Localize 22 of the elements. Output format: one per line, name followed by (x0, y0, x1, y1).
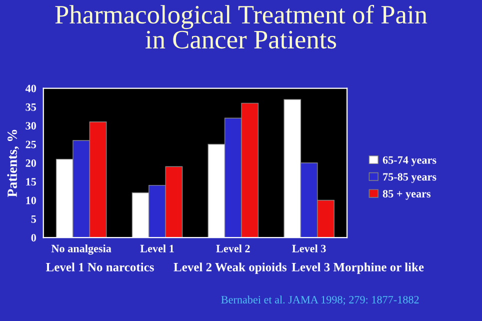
y-tick-label: 40 (25, 84, 36, 92)
text: Level 3 Morphine or like (292, 262, 424, 274)
text: Level 1 No narcotics (46, 262, 154, 272)
y-tick-label: 0 (31, 234, 36, 242)
x-tick-label: Level 2 (216, 244, 250, 252)
legend-label: 75-85 years (383, 173, 436, 183)
y-tick-label: 5 (31, 215, 36, 223)
text: Bernabei et al. JAMA 1998; 279: 1877-1882 (221, 296, 419, 306)
y-tick-label: 20 (26, 159, 36, 167)
chart-title: Pharmacological Treatment of Pain in Cancer Patients (55, 4, 428, 49)
y-tick-label: 15 (26, 178, 36, 186)
y-axis-title: Patients, % (7, 130, 19, 198)
x-tick-label: Level 3 (292, 244, 326, 252)
legend-label: 65-74 years (382, 156, 436, 166)
y-tick-label: 35 (26, 103, 36, 111)
x-tick-label: No analgesia (51, 244, 112, 255)
y-tick-label: 25 (26, 140, 36, 148)
y-tick-label: 10 (26, 196, 36, 204)
legend-label: 85 + years (382, 190, 431, 200)
text: Level 2 Weak opioids (174, 262, 287, 274)
x-tick-label: Level 1 (140, 244, 174, 252)
y-tick-label: 30 (26, 122, 36, 130)
